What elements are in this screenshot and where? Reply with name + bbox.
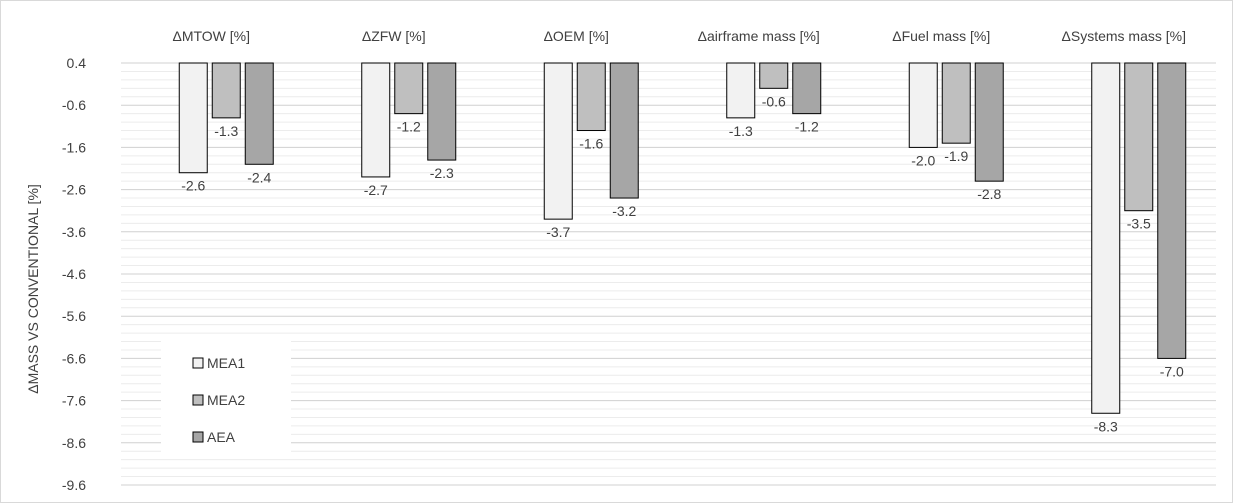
data-label: -8.3 xyxy=(1094,418,1118,434)
y-tick-label: -6.6 xyxy=(62,350,86,366)
category-label: ΔFuel mass [%] xyxy=(892,28,990,44)
legend-label: MEA2 xyxy=(207,392,245,408)
bar-mea1 xyxy=(543,62,573,220)
legend-box xyxy=(161,341,291,459)
category-label: ΔOEM [%] xyxy=(544,28,609,44)
bar-mea2 xyxy=(394,62,424,115)
y-tick-label: 0.4 xyxy=(67,55,87,71)
data-label: -2.3 xyxy=(430,165,454,181)
y-tick-label: -7.6 xyxy=(62,393,86,409)
y-tick-label: -1.6 xyxy=(62,139,86,155)
data-label: -2.0 xyxy=(911,152,935,168)
legend-swatch xyxy=(192,357,204,369)
y-axis-ticks: 0.4 -0.6 -1.6 -2.6 -3.6 -4.6 -5.6 -6.6 -7.6 -8.6 -… xyxy=(62,55,86,493)
bar-mea1 xyxy=(361,62,391,178)
bar-mea2 xyxy=(941,62,971,144)
bar-mea1 xyxy=(1091,62,1121,414)
bar-aea xyxy=(427,62,457,161)
y-tick-label: -0.6 xyxy=(62,97,86,113)
category-label: ΔZFW [%] xyxy=(362,28,426,44)
bar-mea1 xyxy=(178,62,208,174)
bar-mea2 xyxy=(211,62,241,119)
category-label: ΔMTOW [%] xyxy=(172,28,250,44)
data-label: -0.6 xyxy=(762,93,786,109)
data-labels: -2.6 -1.3 -2.4 -2.7 -1.2 -2.3 -3.7 -1.6 -3.2 -1.3… xyxy=(181,93,1184,434)
legend: MEA1 MEA2 AEA xyxy=(161,341,291,459)
bars xyxy=(178,62,1187,414)
data-label: -2.6 xyxy=(181,178,205,194)
data-label: -1.9 xyxy=(944,148,968,164)
data-label: -1.6 xyxy=(579,136,603,152)
data-label: -1.2 xyxy=(795,119,819,135)
y-tick-label: -3.6 xyxy=(62,224,86,240)
bar-aea xyxy=(244,62,274,165)
legend-swatch xyxy=(192,394,204,406)
bar-aea xyxy=(609,62,639,199)
y-tick-label: -2.6 xyxy=(62,182,86,198)
bar-aea xyxy=(792,62,822,115)
bar-mea1 xyxy=(726,62,756,119)
data-label: -3.2 xyxy=(612,203,636,219)
y-tick-label: -4.6 xyxy=(62,266,86,282)
grid xyxy=(121,62,1216,486)
data-label: -3.5 xyxy=(1127,216,1151,232)
y-tick-label: -9.6 xyxy=(62,477,86,493)
data-label: -2.8 xyxy=(977,186,1001,202)
data-label: -7.0 xyxy=(1160,363,1184,379)
data-label: -1.3 xyxy=(729,123,753,139)
bar-mea1 xyxy=(908,62,938,148)
bar-aea xyxy=(974,62,1004,182)
legend-label: MEA1 xyxy=(207,355,245,371)
data-label: -2.7 xyxy=(364,182,388,198)
data-label: -2.4 xyxy=(247,169,271,185)
legend-label: AEA xyxy=(207,429,236,445)
data-label: -1.3 xyxy=(214,123,238,139)
y-axis-title: ΔMASS VS CONVENTIONAL [%] xyxy=(25,184,41,394)
y-tick-label: -5.6 xyxy=(62,308,86,324)
category-label: Δairframe mass [%] xyxy=(698,28,820,44)
bar-mea2 xyxy=(759,62,789,89)
data-label: -1.2 xyxy=(397,119,421,135)
bar-aea xyxy=(1157,62,1187,359)
y-tick-label: -8.6 xyxy=(62,435,86,451)
legend-swatch xyxy=(192,431,204,443)
bar-mea2 xyxy=(1124,62,1154,212)
category-labels: ΔMTOW [%] ΔZFW [%] ΔOEM [%] Δairframe mass … xyxy=(172,28,1186,44)
bar-mea2 xyxy=(576,62,606,132)
data-label: -3.7 xyxy=(546,224,570,240)
category-label: ΔSystems mass [%] xyxy=(1062,28,1186,44)
